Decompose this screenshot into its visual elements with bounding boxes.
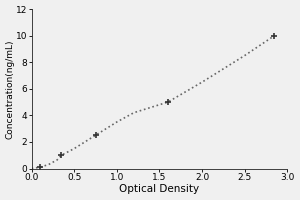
Y-axis label: Concentration(ng/mL): Concentration(ng/mL) [6,39,15,139]
X-axis label: Optical Density: Optical Density [119,184,200,194]
